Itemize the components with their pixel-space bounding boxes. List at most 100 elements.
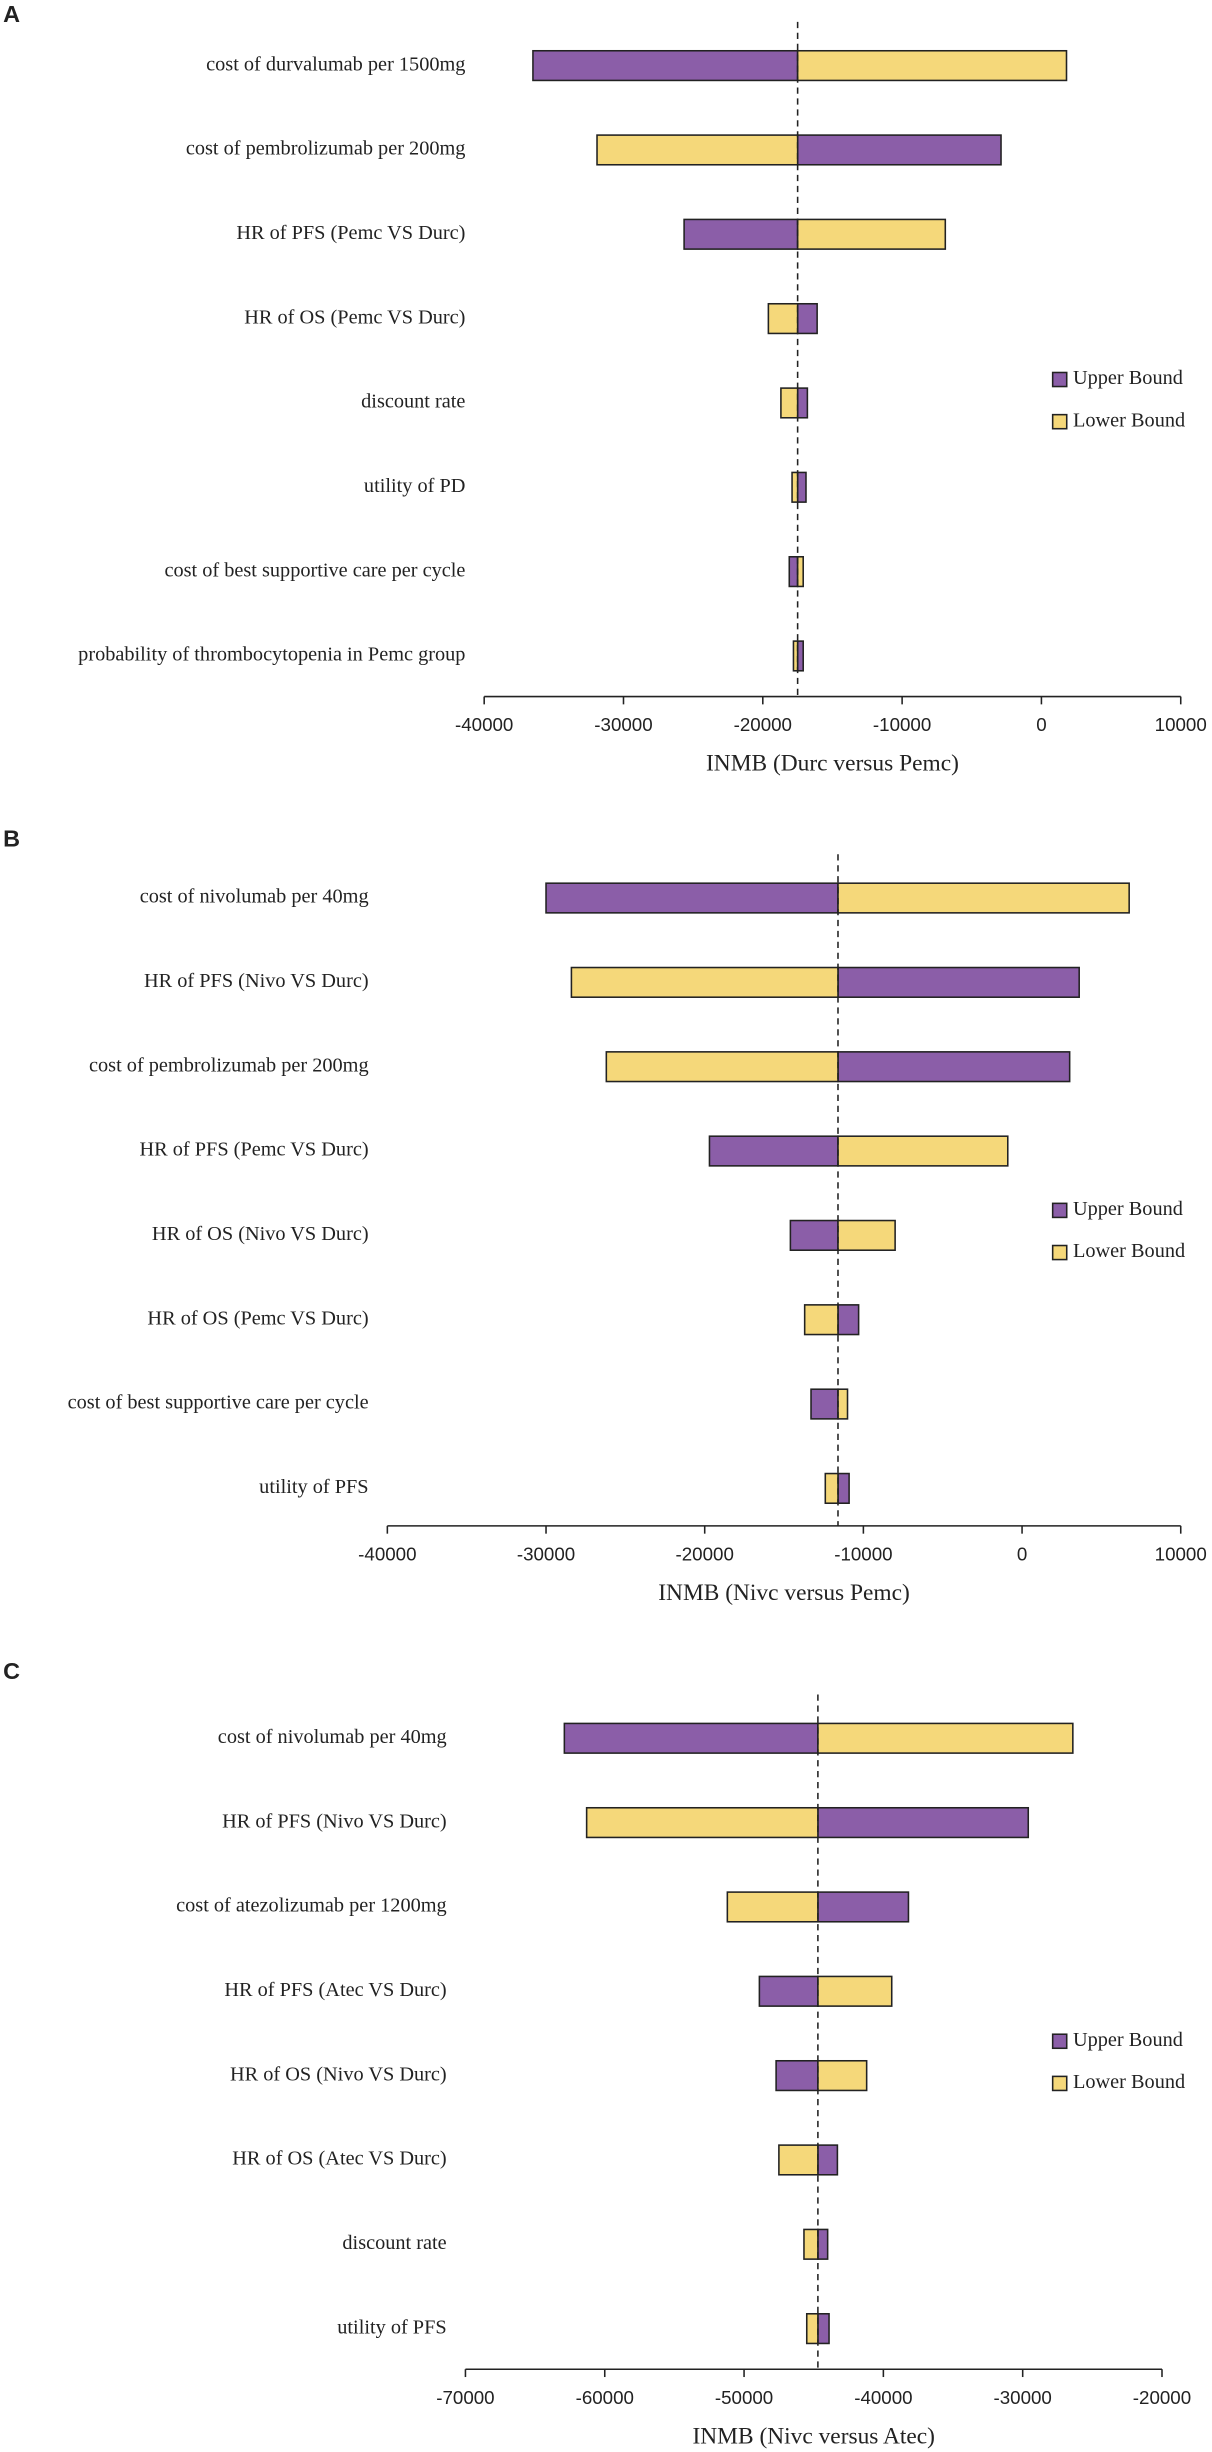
category-label: cost of nivolumab per 40mg — [218, 1726, 447, 1748]
bar — [796, 387, 809, 419]
x-tick-label: -30000 — [994, 2387, 1052, 2408]
category-label: cost of best supportive care per cycle — [68, 1392, 369, 1414]
legend-swatch — [1051, 413, 1068, 430]
x-tick-label: -10000 — [834, 1543, 892, 1564]
category-label: cost of atezolizumab per 1200mg — [176, 1895, 447, 1917]
category-label: utility of PFS — [337, 2316, 446, 2338]
x-tick-label: -40000 — [358, 1543, 416, 1564]
bar — [810, 1388, 839, 1420]
bar — [817, 1975, 893, 2007]
x-axis-label: INMB (Nivc versus Pemc) — [658, 1580, 910, 1606]
panel-label: B — [3, 825, 20, 851]
x-tick-label: -70000 — [436, 2387, 494, 2408]
x-axis-label: INMB (Nivc versus Atec) — [692, 2423, 934, 2449]
bar — [780, 387, 799, 419]
bar — [796, 302, 818, 335]
x-tick-label: -20000 — [1133, 2387, 1191, 2408]
category-label: HR of OS (Atec VS Durc) — [232, 2148, 446, 2170]
bar — [817, 2059, 868, 2092]
bar — [837, 1388, 849, 1420]
x-tick-label: 0 — [1017, 1543, 1027, 1564]
category-label: HR of PFS (Nivo VS Durc) — [222, 1810, 447, 1832]
bar — [817, 1891, 910, 1923]
category-label: utility of PFS — [259, 1476, 368, 1498]
bar — [817, 2144, 839, 2176]
panel-label: A — [3, 1, 20, 27]
bar — [570, 966, 839, 998]
x-tick-label: 0 — [1036, 714, 1046, 735]
panel-label: C — [3, 1658, 20, 1684]
x-tick-label: -60000 — [576, 2387, 634, 2408]
bar — [585, 1806, 819, 1839]
x-tick-label: 10000 — [1155, 1543, 1207, 1564]
legend-label: Upper Bound — [1073, 1198, 1183, 1220]
category-label: HR of OS (Nivo VS Durc) — [230, 2063, 447, 2085]
bar — [817, 2313, 830, 2345]
bar — [837, 966, 1080, 998]
bar — [796, 640, 804, 672]
bar — [545, 882, 839, 914]
category-label: cost of durvalumab per 1500mg — [206, 53, 465, 75]
legend-swatch — [1051, 2075, 1068, 2092]
category-label: discount rate — [342, 2232, 446, 2254]
bar — [791, 471, 799, 503]
category-label: cost of best supportive care per cycle — [164, 559, 465, 581]
category-label: cost of pembrolizumab per 200mg — [186, 138, 466, 160]
x-tick-label: -40000 — [854, 2387, 912, 2408]
bar — [837, 1472, 850, 1504]
bar — [824, 1472, 839, 1504]
legend-label: Lower Bound — [1073, 409, 1185, 431]
category-label: HR of PFS (Nivo VS Durc) — [144, 970, 369, 992]
legend-swatch — [1051, 1202, 1068, 1219]
category-label: HR of PFS (Pemc VS Durc) — [139, 1139, 368, 1161]
legend-label: Lower Bound — [1073, 2071, 1185, 2093]
x-tick-label: -30000 — [594, 714, 652, 735]
legend-swatch — [1051, 2033, 1068, 2050]
x-tick-label: -20000 — [734, 714, 792, 735]
bar — [596, 134, 799, 166]
category-label: probability of thrombocytopenia in Pemc … — [78, 644, 465, 666]
category-label: cost of nivolumab per 40mg — [140, 886, 369, 908]
legend-label: Upper Bound — [1073, 367, 1183, 389]
bar — [796, 555, 804, 588]
legend-label: Lower Bound — [1073, 1240, 1185, 1262]
bar — [778, 2144, 819, 2176]
category-label: HR of OS (Pemc VS Durc) — [147, 1307, 368, 1329]
bar — [803, 1304, 839, 1336]
x-tick-label: -20000 — [676, 1543, 734, 1564]
bar — [817, 1806, 1030, 1839]
bar — [837, 1304, 860, 1336]
bar — [788, 555, 799, 588]
bar — [837, 1135, 1009, 1167]
category-label: HR of PFS (Atec VS Durc) — [224, 1979, 446, 2001]
x-tick-label: -30000 — [517, 1543, 575, 1564]
bar — [563, 1722, 819, 1754]
bar — [796, 49, 1068, 82]
category-label: discount rate — [361, 391, 465, 413]
bar — [708, 1135, 839, 1167]
x-axis-label: INMB (Durc versus Pemc) — [706, 751, 959, 777]
bar — [726, 1891, 819, 1923]
bar — [837, 882, 1130, 914]
category-label: HR of OS (Pemc VS Durc) — [244, 306, 465, 328]
bar — [683, 218, 799, 250]
bar — [796, 218, 947, 250]
legend-label: Upper Bound — [1073, 2029, 1183, 2051]
bar — [796, 471, 807, 503]
category-label: HR of OS (Nivo VS Durc) — [152, 1223, 369, 1245]
bar — [817, 1722, 1074, 1754]
bar — [758, 1975, 819, 2007]
bar — [817, 2228, 829, 2260]
bar — [532, 49, 799, 82]
category-label: utility of PD — [364, 475, 466, 497]
legend-swatch — [1051, 1244, 1068, 1261]
bar — [837, 1219, 896, 1251]
legend-swatch — [1051, 371, 1068, 388]
bar — [805, 2313, 819, 2345]
bar — [796, 134, 1002, 166]
category-label: cost of pembrolizumab per 200mg — [89, 1054, 369, 1076]
bar — [605, 1051, 839, 1083]
bar — [837, 1051, 1071, 1083]
category-label: HR of PFS (Pemc VS Durc) — [236, 222, 465, 244]
